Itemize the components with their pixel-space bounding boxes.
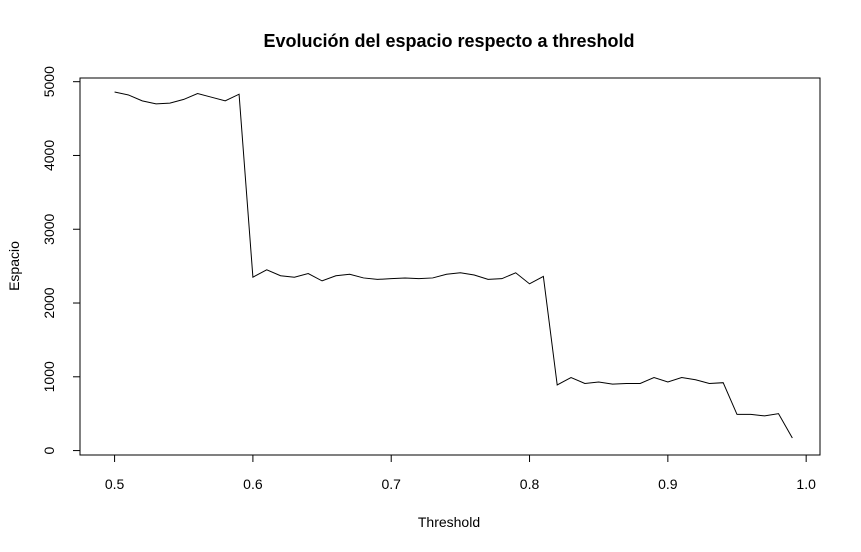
y-tick-label: 2000 <box>41 287 57 318</box>
chart-title: Evolución del espacio respecto a thresho… <box>263 31 634 51</box>
x-tick-label: 0.9 <box>658 476 678 492</box>
x-axis: 0.5 0.6 0.7 0.8 0.9 1.0 <box>105 454 816 492</box>
x-axis-label: Threshold <box>418 514 480 530</box>
series-line <box>114 91 793 439</box>
y-tick-label: 5000 <box>41 66 57 97</box>
y-tick-label: 1000 <box>41 361 57 392</box>
x-tick-label: 0.6 <box>243 476 263 492</box>
x-tick-label: 0.5 <box>105 476 125 492</box>
y-axis: 0 1000 2000 3000 4000 5000 <box>41 66 81 454</box>
x-tick-label: 1.0 <box>796 476 816 492</box>
y-tick-label: 3000 <box>41 213 57 244</box>
y-tick-label: 0 <box>41 446 57 454</box>
x-tick-label: 0.8 <box>520 476 540 492</box>
plot-box <box>79 77 821 456</box>
y-tick-label: 4000 <box>41 140 57 171</box>
y-axis-label: Espacio <box>6 241 22 291</box>
x-tick-label: 0.7 <box>381 476 401 492</box>
